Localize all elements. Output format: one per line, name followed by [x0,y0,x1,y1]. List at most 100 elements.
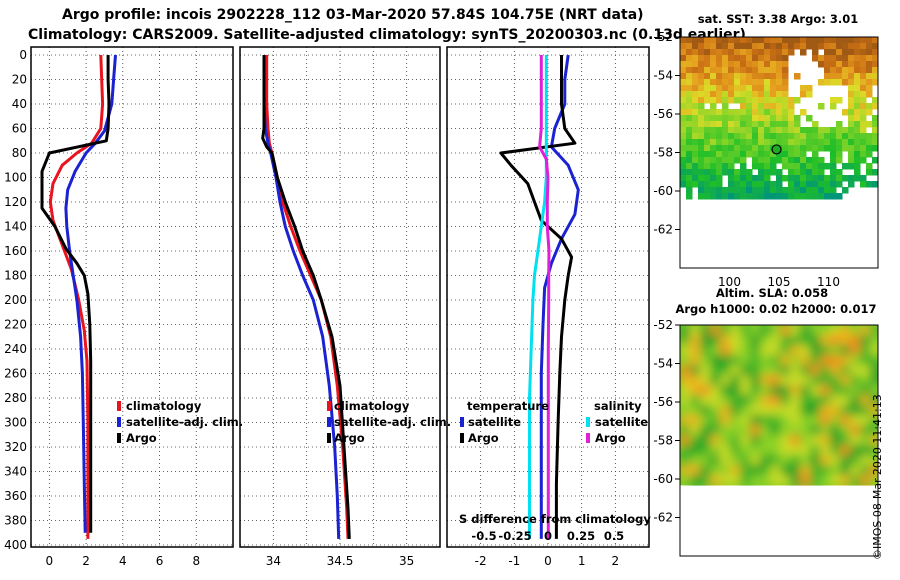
sla-cell [790,405,801,416]
sla-cell [800,395,811,406]
sla-cell [840,415,851,426]
sla-cell [810,455,821,466]
sst-cell [860,67,867,74]
sst-cell [746,61,753,68]
sst-cell [776,169,783,176]
sla-cell [830,335,841,346]
sst-cell [788,193,795,200]
sst-cell [860,139,867,146]
sst-cell [812,193,819,200]
sst-cell [698,43,705,50]
sst-cell [728,121,735,128]
sst-cell [722,73,729,80]
sst-cell [782,103,789,110]
sla-cell [790,455,801,466]
sst-cell [872,121,878,128]
salinity-difference-legend: salinity satellite Argo [586,399,648,445]
sst-cell [692,115,699,122]
sst-cell [764,145,771,152]
depth-tick-label: 380 [4,514,27,528]
sst-cell [770,67,777,74]
sst-cell [704,91,711,98]
sst-cell [836,79,843,86]
sst-cell [734,109,741,116]
sst-cell [818,103,825,110]
sst-cell [734,85,741,92]
sla-cell [760,415,771,426]
sst-cell [680,73,687,80]
sst-cell [872,127,878,134]
sla-cell [810,465,821,476]
sst-cell [722,97,729,104]
sst-cell [872,115,878,122]
temperature-tick-labels: 0 2 4 6 8 [46,554,201,568]
sla-cell [860,365,871,376]
sst-cell [818,157,825,164]
sst-cell [728,49,735,56]
sst-cell [734,145,741,152]
sst-cell [764,175,771,182]
sst-cell [746,115,753,122]
depth-tick-label: 340 [4,465,27,479]
sla-cell [830,475,841,486]
sla-cell [860,435,871,446]
sst-cell [782,133,789,140]
sst-cell [806,145,813,152]
sst-cell [728,181,735,188]
salinity-panel: 34 34.5 35 climatology satellite-adj. clim… [239,46,451,568]
sst-cell [782,193,789,200]
sst-cell [704,133,711,140]
sst-cell [740,85,747,92]
sla-cell [790,395,801,406]
sla-cell [870,415,878,426]
sla-cell [730,415,741,426]
sst-cell [776,67,783,74]
sst-cell [800,151,807,158]
sla-cell [830,405,841,416]
sst-cell [788,187,795,194]
x-tick-label: 1 [578,554,586,568]
sst-cell [764,121,771,128]
sla-cell [740,395,751,406]
sst-cell [824,43,831,50]
sst-cell [818,163,825,170]
sla-cell [860,385,871,396]
sst-cell [728,163,735,170]
sst-cell [782,97,789,104]
sst-cell [752,181,759,188]
sst-cell [794,121,801,128]
sst-cell [758,109,765,116]
sst-cell [710,85,717,92]
sla-cell [700,415,711,426]
sst-cell [686,91,693,98]
sla-cell [850,405,861,416]
depth-tick-label: 120 [4,195,27,209]
sst-cell [770,79,777,86]
sla-cell [680,445,691,456]
sst-cell [866,91,873,98]
sst-cell [836,169,843,176]
sst-cell [740,37,747,44]
sla-cell [780,375,791,386]
sst-cell [848,157,855,164]
sst-cell [818,187,825,194]
sst-cell [698,139,705,146]
sst-cell [734,127,741,134]
sst-cell [800,109,807,116]
sst-cell [776,61,783,68]
sst-cell [788,157,795,164]
sla-cell [790,335,801,346]
sst-cell [872,49,878,56]
sst-cell [716,85,723,92]
sst-cell [734,67,741,74]
sla-cell [820,345,831,356]
sst-cell [770,43,777,50]
sla-blobs [680,325,878,486]
sst-cell [836,145,843,152]
sst-cell [854,55,861,62]
sst-cell [860,109,867,116]
sla-cell [830,425,841,436]
sla-cell [730,475,741,486]
sst-cell [866,67,873,74]
depth-tick-label: 160 [4,244,27,258]
